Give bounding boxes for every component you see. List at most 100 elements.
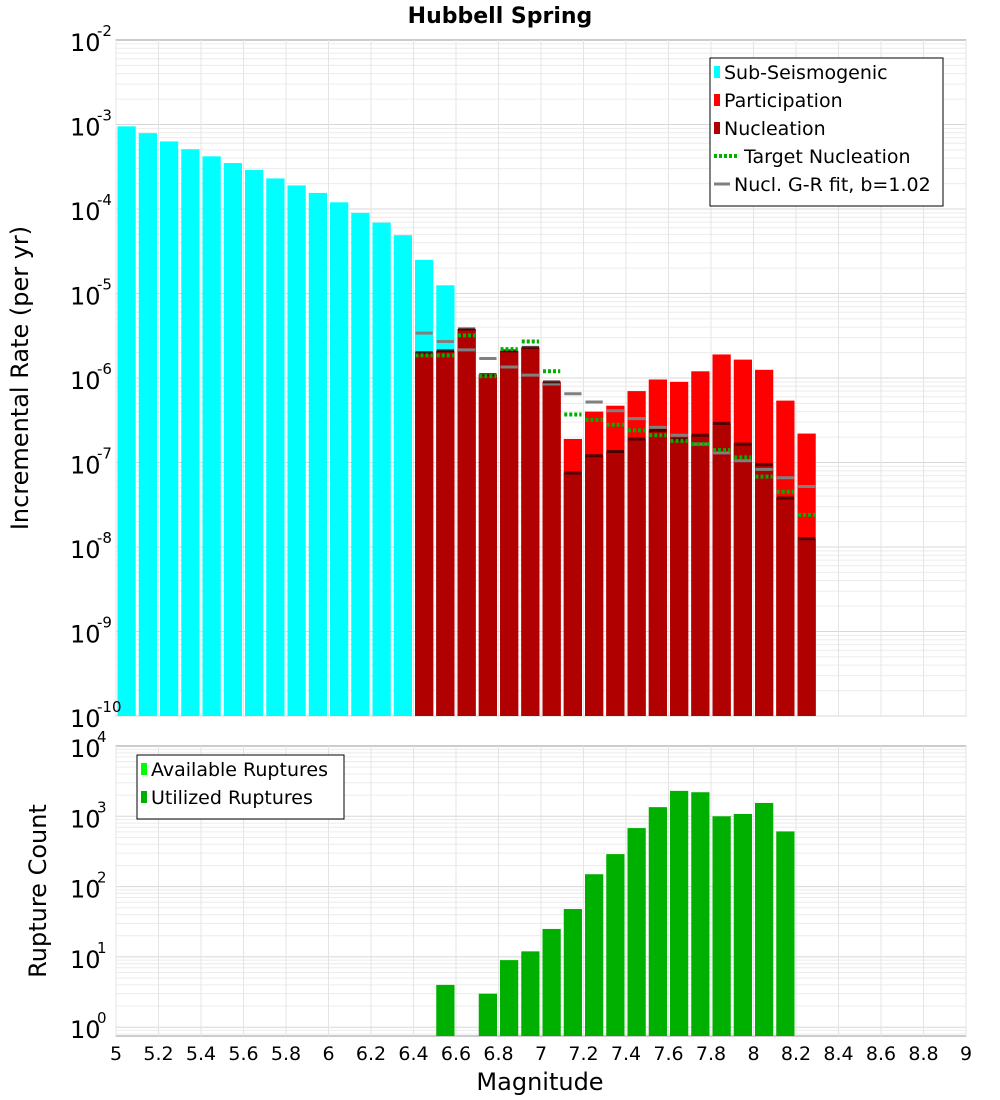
sub-seismogenic-bar <box>287 185 306 717</box>
utilized-ruptures-bar <box>733 813 752 1036</box>
x-tick-label: 6 <box>322 1043 334 1065</box>
utilized-ruptures-bar <box>691 792 710 1036</box>
y-tick-label-exponent: -3 <box>97 107 112 125</box>
sub-seismogenic-bar <box>160 141 179 717</box>
y-tick-label-exponent: -6 <box>97 360 112 378</box>
utilized-ruptures-bar <box>776 831 795 1036</box>
nucleation-bar <box>415 352 434 716</box>
nucleation-bar <box>648 430 667 716</box>
nucleation-bar <box>776 498 795 716</box>
legend-label: Target Nucleation <box>743 146 911 168</box>
utilized-ruptures-bar <box>585 874 604 1036</box>
x-tick-label: 5.2 <box>143 1043 173 1065</box>
y-tick-label-exponent: 1 <box>97 939 107 957</box>
bottom-y-axis-label: Rupture Count <box>24 804 52 978</box>
bottom-plot-bars <box>436 790 795 1036</box>
x-tick-label: 7.8 <box>696 1043 726 1065</box>
utilized-ruptures-bar <box>670 790 689 1036</box>
legend-label: Nucleation <box>724 118 826 140</box>
y-tick-label-exponent: -9 <box>97 614 112 632</box>
utilized-ruptures-bar <box>563 909 582 1036</box>
utilized-ruptures-bar <box>542 928 561 1036</box>
utilized-ruptures-bar <box>627 828 646 1036</box>
x-axis-ticks: 5 5.2 5.4 5.6 5.8 6 6.2 6.4 6.6 6.8 7 7.2 7.4 7.6 7.8 8… <box>110 1043 972 1065</box>
utilized-ruptures-bar <box>478 993 497 1036</box>
y-tick-label-base: 10 <box>70 283 101 311</box>
sub-seismogenic-bar <box>202 156 221 716</box>
sub-seismogenic-bar <box>351 212 370 716</box>
legend-swatch <box>714 94 720 106</box>
legend-label: Nucl. G-R fit, b=1.02 <box>734 174 931 196</box>
x-tick-label: 6.8 <box>483 1043 513 1065</box>
nucleation-bar <box>563 473 582 716</box>
x-tick-label: 8.2 <box>781 1043 811 1065</box>
nucleation-bar <box>797 538 816 716</box>
utilized-ruptures-bar <box>755 802 774 1036</box>
x-tick-label: 6.6 <box>441 1043 471 1065</box>
y-tick-label-base: 10 <box>70 452 101 480</box>
legend-swatch <box>714 66 720 78</box>
x-tick-label: 5 <box>110 1043 122 1065</box>
y-tick-label-base: 10 <box>70 114 101 142</box>
nucleation-bar <box>542 381 561 716</box>
legend-label: Available Ruptures <box>151 759 328 781</box>
nucleation-bar <box>478 374 497 716</box>
y-tick-label-exponent: -2 <box>97 22 112 40</box>
nucleation-bar <box>627 438 646 716</box>
nucleation-bar <box>606 451 625 716</box>
x-tick-label: 8.6 <box>866 1043 896 1065</box>
x-tick-label: 6.2 <box>356 1043 386 1065</box>
nucleation-bar <box>712 423 731 716</box>
y-tick-label-exponent: -8 <box>97 529 112 547</box>
y-tick-label-base: 10 <box>70 705 101 733</box>
utilized-ruptures-bar <box>521 951 540 1036</box>
utilized-ruptures-bar <box>606 854 625 1036</box>
y-tick-label-base: 10 <box>70 876 101 904</box>
nucleation-bar <box>691 435 710 716</box>
sub-seismogenic-bar <box>117 126 136 717</box>
utilized-ruptures-bar <box>648 807 667 1036</box>
utilized-ruptures-bar <box>500 960 519 1036</box>
sub-seismogenic-bar <box>372 222 391 716</box>
legend-label: Utilized Ruptures <box>151 787 313 809</box>
top-plot-lines <box>415 327 816 541</box>
utilized-ruptures-bar <box>712 816 731 1036</box>
sub-seismogenic-bar <box>330 202 349 716</box>
y-tick-label-base: 10 <box>70 1016 101 1044</box>
top-plot-y-ticks: 10-210-310-410-510-610-710-810-910-10 <box>70 22 122 733</box>
y-tick-label-exponent: -5 <box>97 276 112 294</box>
legend-box <box>709 57 944 207</box>
y-tick-label-exponent: 3 <box>97 798 107 816</box>
nucleation-bar <box>585 455 604 716</box>
legend-label: Sub-Seismogenic <box>724 62 888 84</box>
x-tick-label: 8.4 <box>823 1043 853 1065</box>
x-tick-label: 7.2 <box>568 1043 598 1065</box>
y-tick-label-base: 10 <box>70 621 101 649</box>
y-tick-label-base: 10 <box>70 805 101 833</box>
y-tick-label-base: 10 <box>70 29 101 57</box>
sub-seismogenic-bar <box>223 163 242 716</box>
x-tick-label: 8 <box>747 1043 759 1065</box>
y-tick-label-base: 10 <box>70 198 101 226</box>
x-tick-label: 5.6 <box>228 1043 258 1065</box>
sub-seismogenic-bar <box>393 235 412 716</box>
nucleation-bar <box>521 347 540 716</box>
sub-seismogenic-bar <box>245 169 264 716</box>
y-tick-label-exponent: 4 <box>97 728 107 746</box>
legend-swatch <box>141 763 147 775</box>
sub-seismogenic-bar <box>138 133 157 716</box>
nucleation-bar <box>670 438 689 716</box>
chart-title: Hubbell Spring <box>408 4 593 29</box>
y-tick-label-base: 10 <box>70 367 101 395</box>
nucleation-bar <box>755 464 774 716</box>
top-plot-bars <box>117 126 816 717</box>
legend-swatch <box>141 791 147 803</box>
y-tick-label-exponent: -4 <box>97 191 112 209</box>
x-tick-label: 7.6 <box>653 1043 683 1065</box>
legend-swatch <box>714 122 720 134</box>
bottom-plot-legend: Available Ruptures Utilized Ruptures <box>136 754 345 820</box>
top-plot-legend: Sub-Seismogenic Participation Nucleation Ta… <box>709 57 944 207</box>
